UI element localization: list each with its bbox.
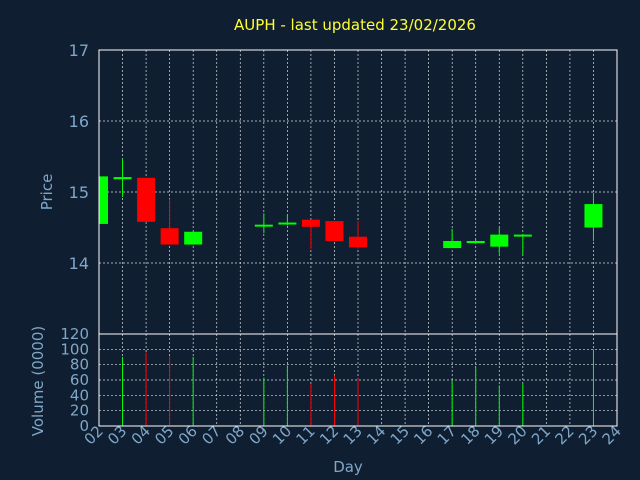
chart-title: AUPH - last updated 23/02/2026: [234, 16, 476, 34]
volume-y-tick-label: 80: [70, 356, 89, 374]
candle-body: [301, 219, 320, 227]
candle-body: [184, 231, 203, 245]
price-y-tick-label: 14: [69, 254, 89, 273]
candle-body: [113, 177, 132, 180]
candle-body: [254, 224, 273, 227]
volume-y-tick-label: 40: [70, 386, 89, 404]
volume-y-tick-label: 100: [60, 340, 89, 358]
price-axis-label: Price: [38, 174, 56, 211]
candle-body: [513, 234, 532, 237]
volume-panel-frame: [98, 333, 618, 427]
volume-axis-label: Volume (0000): [29, 326, 47, 436]
volume-y-tick-label: 60: [70, 371, 89, 389]
candle-body: [325, 221, 344, 241]
price-y-tick-label: 15: [69, 183, 89, 202]
candle-body: [490, 234, 509, 247]
candle-body: [349, 236, 367, 248]
volume-y-tick-label: 120: [60, 325, 89, 343]
candle-body: [160, 228, 179, 245]
candle-body: [99, 176, 108, 224]
volume-y-tick-label: 20: [70, 402, 89, 420]
x-axis-label: Day: [333, 458, 363, 476]
price-grid: [99, 50, 617, 334]
candle-body: [278, 222, 297, 225]
candle-body: [584, 204, 603, 228]
candle-body: [443, 240, 462, 249]
price-y-tick-label: 16: [69, 112, 89, 131]
candle-body: [466, 240, 485, 244]
volume-bars: [98, 349, 594, 426]
price-candles: [98, 158, 603, 255]
price-y-tick-label: 17: [69, 41, 89, 60]
price-y-ticks: 14 15 16 17: [69, 41, 89, 273]
candle-body: [137, 177, 156, 222]
volume-y-tick-label: 0: [79, 417, 89, 435]
